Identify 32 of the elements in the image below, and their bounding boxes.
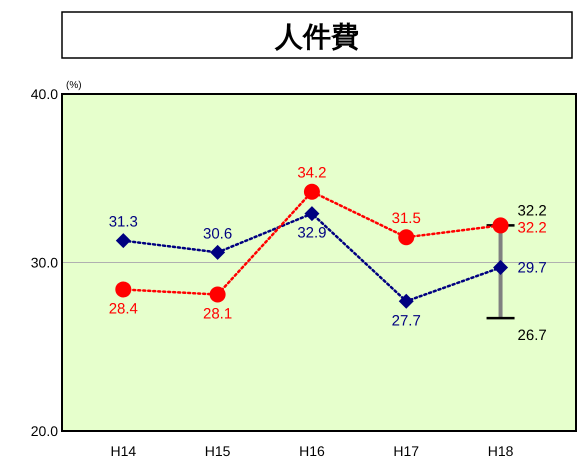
- data-label: 30.6: [203, 225, 232, 242]
- x-tick-label: H16: [299, 443, 325, 459]
- point: [398, 294, 414, 309]
- point: [115, 281, 132, 298]
- point: [304, 206, 320, 222]
- x-tick-label: H18: [488, 443, 514, 459]
- data-label: 34.2: [297, 164, 327, 182]
- point: [493, 260, 508, 276]
- y-tick-label: 30.0: [30, 254, 58, 270]
- chart-title: 人件費: [274, 21, 359, 52]
- point: [304, 184, 320, 200]
- data-label: 32.2: [518, 219, 547, 236]
- data-label: 31.5: [392, 210, 421, 228]
- annotation: 26.7: [518, 327, 547, 344]
- annotation: 32.2: [518, 202, 547, 220]
- data-label: 32.9: [297, 224, 327, 242]
- x-tick-label: H14: [110, 443, 136, 459]
- point: [492, 217, 509, 234]
- data-label: 28.4: [108, 300, 138, 318]
- x-tick-label: H17: [393, 443, 420, 459]
- point: [210, 286, 226, 303]
- point: [116, 233, 131, 248]
- data-label: 27.7: [392, 312, 421, 330]
- data-label: 28.1: [203, 306, 232, 323]
- x-tick-label: H15: [204, 443, 231, 459]
- data-label: 31.3: [108, 214, 138, 231]
- y-tick-label: 40.0: [30, 86, 58, 102]
- data-label: 29.7: [518, 260, 547, 277]
- text: (%): [66, 80, 82, 91]
- point: [398, 229, 414, 246]
- y-tick-label: 20.0: [30, 423, 58, 439]
- point: [210, 244, 226, 260]
